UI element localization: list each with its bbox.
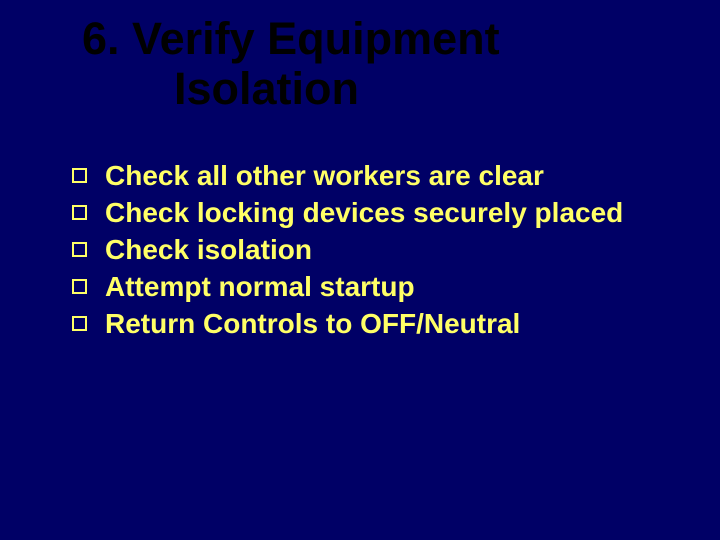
square-bullet-icon xyxy=(72,242,87,257)
title-line-1: 6. Verify Equipment xyxy=(82,14,720,64)
list-item-text: Check isolation xyxy=(105,232,652,267)
slide-body: Check all other workers are clear Check … xyxy=(72,158,652,343)
square-bullet-icon xyxy=(72,316,87,331)
title-line-2: Isolation xyxy=(82,64,720,114)
list-item-text: Check locking devices securely placed xyxy=(105,195,652,230)
list-item-text: Return Controls to OFF/Neutral xyxy=(105,306,652,341)
list-item-text: Attempt normal startup xyxy=(105,269,652,304)
list-item: Check isolation xyxy=(72,232,652,267)
slide: 6. Verify Equipment Isolation Check all … xyxy=(0,0,720,540)
list-item: Check all other workers are clear xyxy=(72,158,652,193)
list-item: Return Controls to OFF/Neutral xyxy=(72,306,652,341)
list-item: Check locking devices securely placed xyxy=(72,195,652,230)
square-bullet-icon xyxy=(72,205,87,220)
square-bullet-icon xyxy=(72,168,87,183)
slide-title: 6. Verify Equipment Isolation xyxy=(0,14,720,115)
list-item-text: Check all other workers are clear xyxy=(105,158,652,193)
square-bullet-icon xyxy=(72,279,87,294)
list-item: Attempt normal startup xyxy=(72,269,652,304)
